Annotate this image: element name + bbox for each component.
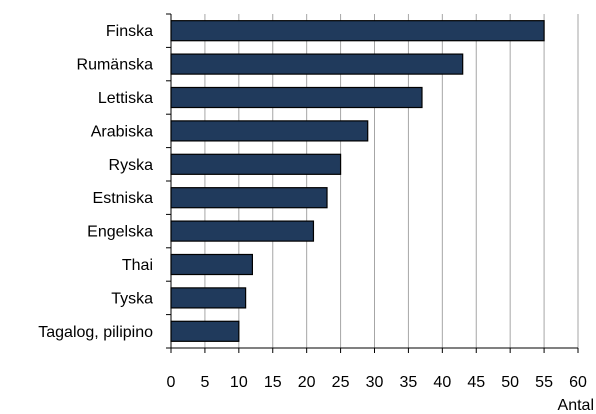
category-label: Arabiska (91, 123, 153, 140)
x-axis-title: Antal (558, 397, 594, 414)
x-tick-labels: 0 5 10 15 20 25 30 35 40 45 50 55 60 (167, 374, 587, 391)
x-tick-label: 60 (569, 374, 587, 391)
bar-engelska (170, 220, 315, 242)
x-tick-label: 45 (467, 374, 485, 391)
x-tick-label: 10 (230, 374, 248, 391)
category-label: Finska (106, 23, 153, 40)
bar-ryska (170, 153, 342, 175)
axes (166, 13, 579, 353)
bars (170, 20, 545, 342)
bar-arabiska (170, 120, 369, 142)
category-label: Ryska (109, 157, 154, 174)
category-labels: Finska Rumänska Lettiska Arabiska Ryska Estni… (38, 23, 153, 341)
bar-thai (170, 253, 254, 276)
category-label: Tagalog, pilipino (38, 324, 153, 341)
bar-lettiska (170, 86, 423, 109)
x-tick-label: 50 (501, 374, 519, 391)
x-tick-label: 5 (200, 374, 209, 391)
x-tick-label: 35 (400, 374, 418, 391)
category-label: Rumänska (77, 57, 154, 74)
x-tick-label: 15 (264, 374, 282, 391)
category-label: Lettiska (98, 90, 153, 107)
x-tick-label: 55 (535, 374, 553, 391)
bar-finska (170, 20, 545, 42)
category-label: Tyska (111, 290, 153, 307)
x-tick-label: 30 (366, 374, 384, 391)
x-tick-label: 20 (298, 374, 316, 391)
x-tick-label: 25 (332, 374, 350, 391)
category-label: Estniska (93, 190, 154, 207)
bar-tagalog-pilipino (170, 320, 240, 342)
bar-tyska (170, 287, 247, 309)
bar-rumänska (170, 53, 464, 75)
x-tick-label: 40 (433, 374, 451, 391)
category-label: Thai (122, 257, 153, 274)
category-label: Engelska (87, 224, 153, 241)
bar-estniska (170, 187, 328, 209)
x-tick-label: 0 (167, 374, 176, 391)
